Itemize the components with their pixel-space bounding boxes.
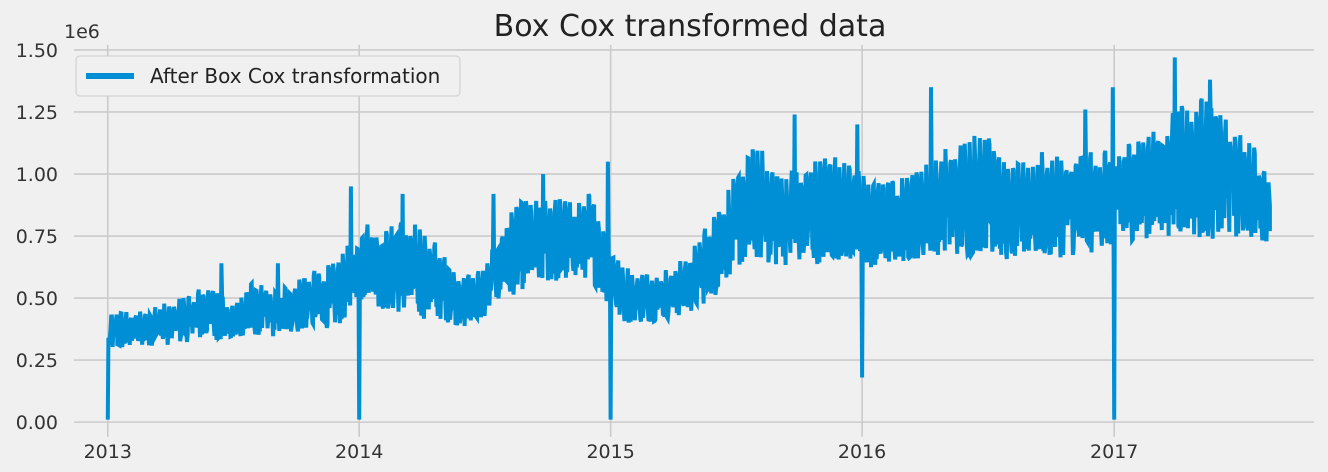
x-tick-label: 2015 — [586, 441, 634, 463]
legend-label: After Box Cox transformation — [150, 64, 440, 88]
y-tick-label: 1.00 — [16, 164, 58, 186]
y-tick-label: 1.50 — [16, 40, 58, 62]
y-offset-label: 1e6 — [64, 21, 100, 43]
y-tick-label: 0.50 — [16, 288, 58, 310]
chart-title: Box Cox transformed data — [494, 9, 887, 44]
y-tick-label: 1.25 — [16, 102, 58, 124]
plot-area — [74, 45, 1314, 437]
x-tick-label: 2017 — [1090, 441, 1138, 463]
x-tick-label: 2013 — [84, 441, 132, 463]
x-tick-label: 2016 — [838, 441, 886, 463]
series-group — [105, 57, 1272, 420]
x-tick-label: 2014 — [335, 441, 383, 463]
legend: After Box Cox transformation — [75, 55, 461, 97]
y-tick-label: 0.25 — [16, 350, 58, 372]
y-tick-labels: 0.00 0.25 0.50 0.75 1.00 1.25 1.50 — [16, 40, 58, 434]
x-tick-labels: 2013 2014 2015 2016 2017 — [84, 441, 1139, 463]
y-tick-label: 0.00 — [16, 412, 58, 434]
legend-box — [75, 55, 461, 97]
series-line — [105, 57, 1272, 420]
y-tick-label: 0.75 — [16, 226, 58, 248]
